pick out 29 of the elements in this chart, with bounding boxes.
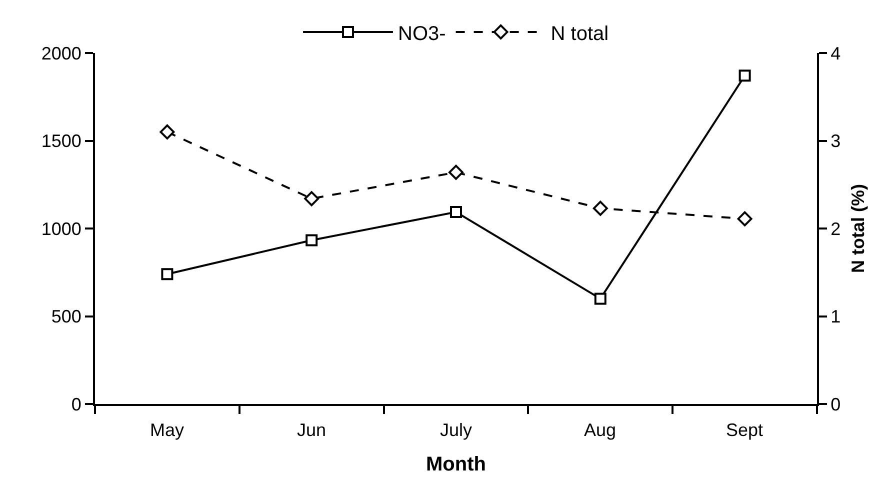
y-tick-label: 2000 bbox=[41, 43, 82, 64]
point bbox=[161, 268, 174, 280]
y-tick-label: 500 bbox=[51, 306, 82, 327]
y2-tick-label: 2 bbox=[830, 218, 841, 239]
y-tick-label: 0 bbox=[71, 394, 82, 414]
x-tick-label: Jun bbox=[297, 420, 326, 440]
point bbox=[160, 124, 175, 140]
y-tick-label: 1000 bbox=[41, 218, 82, 239]
x-tick-label: July bbox=[440, 420, 472, 440]
x-tick-label: Sept bbox=[726, 420, 764, 440]
point bbox=[737, 211, 752, 226]
point bbox=[450, 206, 462, 218]
point bbox=[448, 164, 464, 180]
point bbox=[738, 70, 751, 82]
x-tick-label: May bbox=[150, 420, 184, 440]
legend-label: N total bbox=[550, 22, 609, 45]
y2-tick-label: 0 bbox=[830, 394, 841, 414]
x-axis-title: Month bbox=[426, 454, 486, 476]
point bbox=[306, 234, 318, 246]
x-tick-label: Aug bbox=[584, 420, 616, 440]
point bbox=[304, 191, 320, 206]
point bbox=[594, 292, 606, 305]
y2-tick-label: 1 bbox=[830, 306, 841, 327]
y2-tick-label: 4 bbox=[830, 43, 841, 64]
point bbox=[592, 200, 608, 216]
y2-tick-label: 3 bbox=[830, 131, 841, 152]
legend-label: NO3- bbox=[398, 22, 446, 45]
y-tick-label: 1500 bbox=[41, 131, 82, 152]
y2-axis-title: N total (%) bbox=[848, 184, 868, 273]
